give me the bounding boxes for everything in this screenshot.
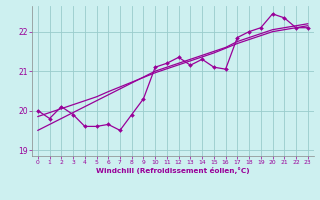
X-axis label: Windchill (Refroidissement éolien,°C): Windchill (Refroidissement éolien,°C) [96, 167, 250, 174]
